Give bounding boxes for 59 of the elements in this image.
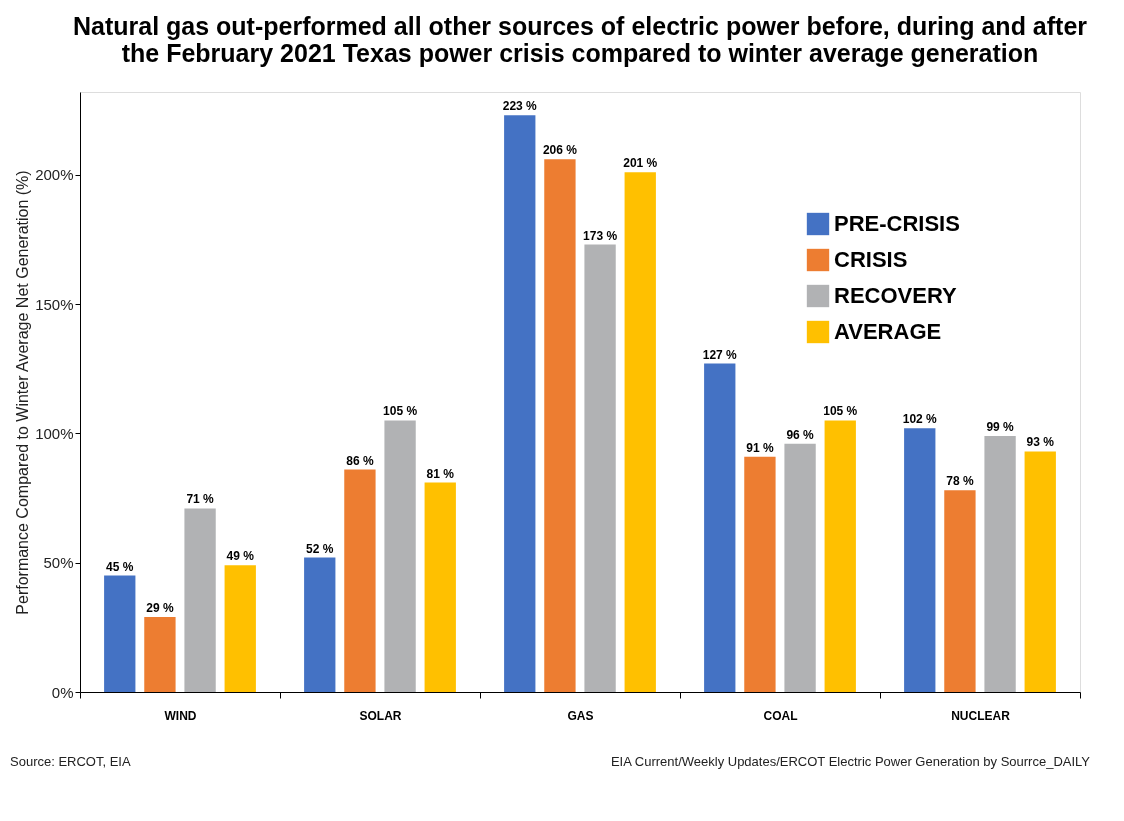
bar bbox=[704, 363, 736, 692]
data-label: 49 % bbox=[226, 549, 255, 564]
y-tick-label: 150% bbox=[35, 295, 74, 313]
text: EIA Current/Weekly Updates/ERCOT Electric Power Generation by Sourrce_DAILY bbox=[610, 754, 1091, 769]
data-label: 173 % bbox=[583, 228, 618, 243]
bar bbox=[904, 428, 936, 692]
x-tick-label: COAL bbox=[763, 708, 798, 723]
data-label: 223 % bbox=[502, 99, 538, 114]
y-tick-label: 200% bbox=[35, 166, 74, 184]
data-label: 29 % bbox=[146, 601, 174, 615]
data-label: 127 % bbox=[702, 347, 738, 362]
y-tick-label: 0% bbox=[51, 683, 74, 701]
bar bbox=[584, 244, 616, 692]
data-label: 201 % bbox=[623, 156, 658, 171]
bar bbox=[744, 456, 776, 692]
data-label: 78 % bbox=[946, 474, 974, 489]
source-note: Source: ERCOT, EIA bbox=[10, 754, 131, 769]
legend-label: PRE-CRISIS bbox=[834, 211, 960, 236]
y-axis-title: Performance Compared to Winter Average Net Generation (%) bbox=[14, 170, 32, 615]
data-label: 105 % bbox=[823, 404, 858, 419]
data-label: 81 % bbox=[426, 466, 455, 481]
bar bbox=[344, 469, 376, 692]
data-label: 45 % bbox=[106, 559, 134, 574]
bar bbox=[944, 490, 976, 692]
x-tick-label: WIND bbox=[164, 708, 197, 723]
x-tick-label: NUCLEAR bbox=[951, 708, 1011, 723]
bar bbox=[784, 443, 816, 692]
y-tick-label: 50% bbox=[43, 554, 74, 572]
bar bbox=[624, 172, 656, 692]
bar bbox=[984, 435, 1016, 692]
data-label: 52 % bbox=[306, 541, 334, 556]
y-tick-label: 100% bbox=[35, 424, 74, 442]
bar bbox=[504, 115, 536, 692]
data-label: 102 % bbox=[902, 412, 938, 427]
bar bbox=[544, 159, 576, 692]
x-tick-label: SOLAR bbox=[359, 708, 402, 723]
bar bbox=[424, 482, 456, 692]
data-label: 93 % bbox=[1026, 435, 1055, 450]
bar bbox=[224, 565, 256, 692]
data-label: 99 % bbox=[986, 419, 1015, 434]
bar bbox=[824, 420, 856, 692]
bar bbox=[104, 575, 136, 692]
legend-label: AVERAGE bbox=[834, 319, 942, 344]
data-label: 86 % bbox=[346, 453, 374, 468]
data-label: 206 % bbox=[542, 143, 578, 158]
data-label: 71 % bbox=[186, 492, 215, 507]
bar bbox=[1024, 451, 1056, 692]
x-tick-label: GAS bbox=[567, 708, 594, 723]
text: Natural gas out-performed all other sources of electric power before, during and after bbox=[72, 12, 1088, 40]
data-label: 91 % bbox=[746, 440, 774, 455]
bar bbox=[304, 557, 336, 692]
bar bbox=[184, 508, 216, 692]
bar bbox=[144, 617, 176, 692]
data-label: 96 % bbox=[786, 427, 815, 442]
data-label: 105 % bbox=[383, 404, 418, 419]
bar bbox=[384, 420, 416, 692]
text: the February 2021 Texas power crisis compared to winter average generation bbox=[121, 39, 1039, 67]
legend-label: RECOVERY bbox=[834, 283, 957, 308]
legend-label: CRISIS bbox=[834, 247, 908, 272]
